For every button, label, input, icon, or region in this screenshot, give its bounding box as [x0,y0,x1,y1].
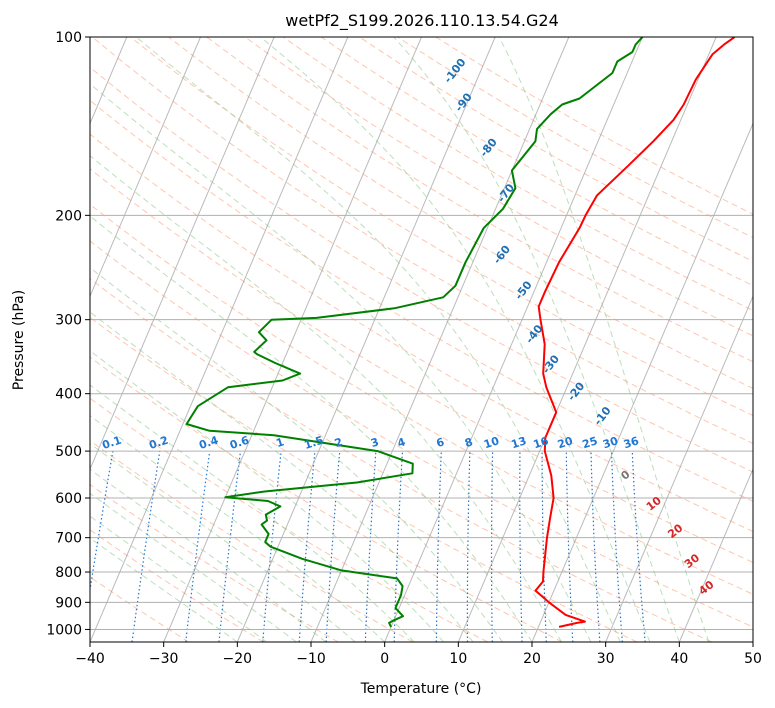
temperature-line [534,37,736,628]
x-tick-label: 40 [670,651,688,667]
dry-adiabat [90,278,712,642]
y-tick-label: 800 [55,565,82,581]
dry-adiabat [90,203,753,595]
isotherm [678,467,753,642]
dry-adiabat [244,37,753,337]
mixing-ratio-line [90,450,114,594]
x-tick-label: 30 [597,651,615,667]
y-tick-label: 200 [55,208,82,224]
dry-adiabat [130,37,753,417]
mixing-ratio-label: 30 [601,434,620,451]
mixing-ratio-label: 1 [274,435,285,450]
dry-adiabat [90,316,638,642]
moist-adiabat [90,311,474,642]
x-tick-label: −10 [296,651,326,667]
mixing-ratio-label: 0.1 [101,434,124,452]
mixing-ratio-label: 0.6 [228,433,251,451]
y-tick-label: 1000 [46,622,82,638]
x-tick-label: −20 [223,651,253,667]
x-tick-label: 10 [449,651,467,667]
x-tick-label: −40 [75,651,105,667]
mixing-ratio-label: 10 [482,434,501,451]
mixing-ratio-label: 13 [510,434,529,451]
mixing-ratio-label: 0.4 [197,433,220,451]
mixing-ratio-label: 3 [369,435,380,450]
mixing-ratio-label: 20 [556,434,575,451]
mixing-ratio-label: 2 [333,435,344,450]
y-tick-label: 100 [55,30,82,46]
mixing-ratio-label: 0.2 [147,434,170,452]
y-tick-label: 700 [55,531,82,547]
x-tick-label: 0 [380,651,389,667]
mixing-ratio-line [631,451,646,642]
moist-adiabat [90,215,533,642]
mixing-ratio-line [185,451,211,642]
dry-adiabat [282,37,753,312]
x-tick-label: 20 [523,651,541,667]
mixing-ratio-label: 1.5 [303,434,326,452]
isotherm [163,37,422,642]
isotherm [531,122,753,642]
axis-ticks: −40 −30 −20 −10 0 10 20 30 40 5010020030040050060… [46,30,762,667]
moist-adiabat [393,37,680,642]
isotherm [90,37,275,471]
isotherm [90,37,201,298]
y-tick-label: 400 [55,387,82,403]
mixing-ratio-label: 4 [396,435,408,450]
moist-adiabat [90,537,238,642]
y-tick-label: 900 [55,595,82,611]
y-tick-label: 300 [55,313,82,329]
dry-adiabat [90,99,753,502]
mixing-ratio-line [298,451,316,642]
mixing-ratio-label: 6 [435,435,447,450]
series-layer [185,37,736,628]
dewpoint-line [185,37,644,628]
x-axis-title: Temperature (°C) [360,681,482,697]
plot-background [90,37,753,642]
dry-adiabat [90,483,339,642]
y-tick-label: 600 [55,491,82,507]
moist-adiabat [260,37,651,642]
isotherm [90,37,349,642]
dry-adiabat [90,529,264,642]
isotherm [310,37,570,642]
mixing-ratio-line [218,451,242,642]
chart-background-lines [90,37,753,642]
y-tick-label: 500 [55,444,82,460]
moist-adiabat [90,415,386,642]
moist-adiabat [90,267,503,642]
moist-adiabat [90,515,268,642]
mixing-ratio-label: 8 [463,435,474,450]
dry-adiabat [91,37,753,445]
moist-adiabat [90,492,297,642]
moist-adiabat [90,468,327,642]
mixing-ratio-label: 16 [532,434,551,451]
isotherm [457,37,717,642]
x-tick-label: 50 [744,651,762,667]
mixing-ratio-line [262,451,282,642]
moist-adiabat [90,155,562,642]
plot-frame [89,36,754,643]
isotherm [236,37,496,642]
dry-adiabat [90,240,753,628]
dry-adiabat [90,356,563,642]
isotherm [605,295,753,642]
moist-adiabat [90,350,444,642]
dry-adiabat [168,37,753,389]
chart-title: wetPf2_S199.2026.110.13.54.G24 [285,11,559,31]
mixing-ratio-label: 36 [622,434,641,451]
isotherm [384,37,643,642]
y-axis-title: Pressure (hPa) [11,290,27,390]
x-tick-label: −30 [149,651,179,667]
moist-adiabat [498,37,710,642]
mixing-ratio-label: 25 [581,434,600,451]
moist-adiabat [135,37,621,642]
isotherm [752,640,753,642]
